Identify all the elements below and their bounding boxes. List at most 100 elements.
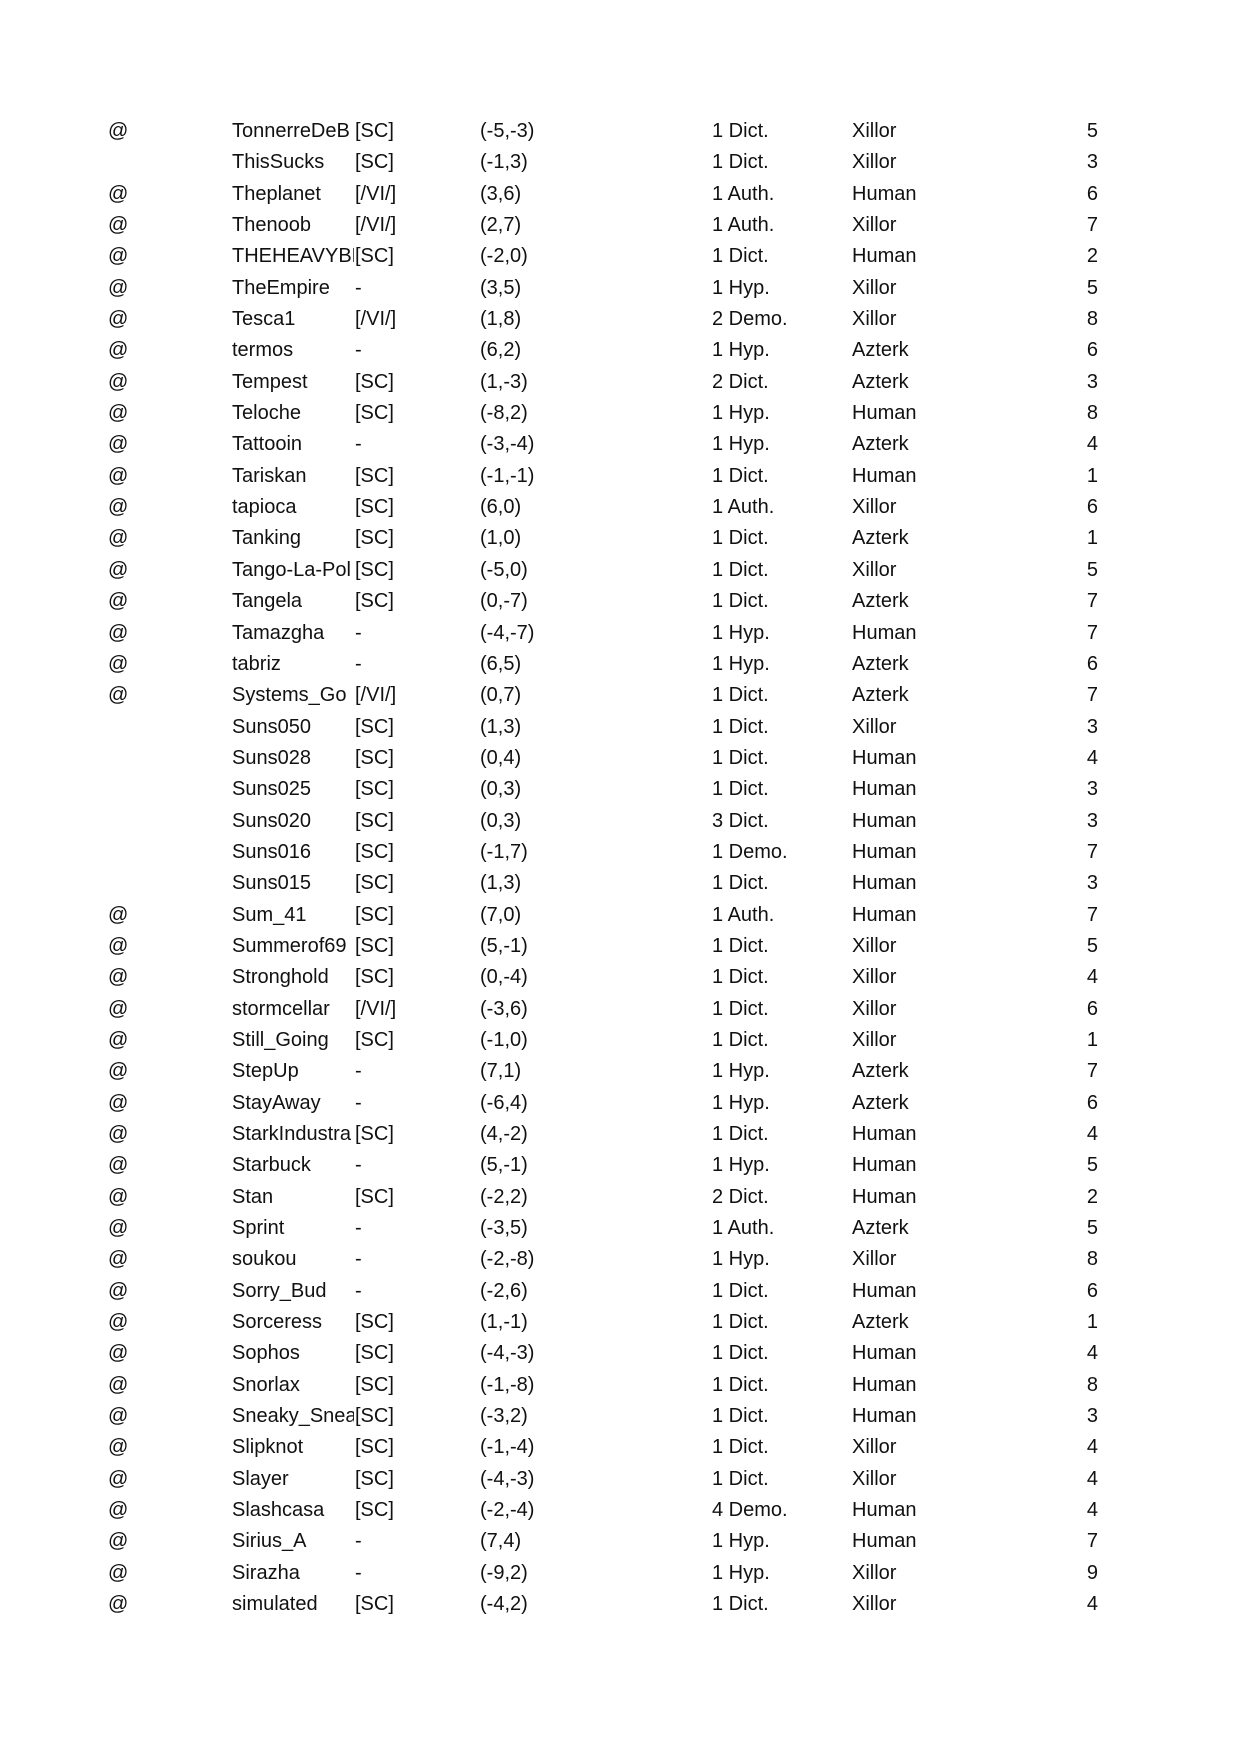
cell-count: 1 Hyp. (712, 652, 770, 675)
cell-mark: @ (108, 527, 129, 550)
cell-race: Human (852, 872, 917, 895)
table-row: @ Still_Going [SC] (-1,0) 1 Dict. Xillor 1 (0, 1025, 1241, 1056)
table-row: @ Tango-La-Pol [SC] (-5,0) 1 Dict. Xillor 5 (0, 555, 1241, 586)
table-row: @ Slashcasa [SC] (-2,-4) 4 Demo. Human 4 (0, 1495, 1241, 1526)
cell-coord: (-2,-8) (480, 1248, 535, 1271)
cell-name: Stan (232, 1185, 274, 1208)
cell-name: Slayer (232, 1467, 289, 1490)
cell-mark: @ (108, 903, 129, 926)
cell-count: 1 Dict. (712, 746, 769, 769)
cell-num: 7 (1086, 590, 1098, 613)
cell-coord: (-2,2) (480, 1185, 528, 1208)
cell-mark: @ (108, 1561, 129, 1584)
cell-mark: @ (108, 464, 129, 487)
cell-name: tapioca (232, 496, 297, 519)
cell-count: 1 Dict. (712, 558, 769, 581)
cell-tag: [SC] (355, 558, 394, 581)
cell-coord: (-5,0) (480, 558, 528, 581)
cell-tag: [SC] (355, 1593, 394, 1616)
cell-num: 8 (1086, 308, 1098, 331)
cell-coord: (1,3) (480, 715, 522, 738)
cell-num: 5 (1086, 120, 1098, 142)
cell-race: Human (852, 746, 917, 769)
cell-mark: @ (108, 370, 129, 393)
cell-coord: (-2,6) (480, 1279, 528, 1302)
table-row: @ Sum_41 [SC] (7,0) 1 Auth. Human 7 (0, 900, 1241, 931)
cell-name: Tattooin (232, 433, 303, 456)
cell-tag: [/VI/] (355, 684, 397, 707)
cell-count: 1 Auth. (712, 182, 775, 205)
table-row: @ Tangela [SC] (0,-7) 1 Dict. Azterk 7 (0, 586, 1241, 617)
cell-coord: (1,-1) (480, 1311, 528, 1334)
cell-mark: @ (108, 214, 129, 237)
cell-num: 4 (1086, 1467, 1098, 1490)
cell-count: 1 Dict. (712, 1593, 769, 1616)
cell-coord: (-6,4) (480, 1091, 528, 1114)
cell-coord: (4,-2) (480, 1123, 528, 1145)
cell-num: 6 (1086, 182, 1098, 205)
cell-coord: (-9,2) (480, 1561, 528, 1584)
cell-race: Xillor (852, 1248, 897, 1271)
table-row: Suns028 [SC] (0,4) 1 Dict. Human 4 (0, 743, 1241, 774)
cell-name: Sirazha (232, 1561, 300, 1584)
cell-num: 9 (1086, 1561, 1098, 1584)
cell-name: Snorlax (232, 1373, 300, 1396)
cell-tag: - (355, 1279, 362, 1302)
table-row: Suns025 [SC] (0,3) 1 Dict. Human 3 (0, 774, 1241, 805)
cell-mark: @ (108, 120, 129, 142)
cell-mark: @ (108, 1217, 129, 1240)
table-row: @ TheEmpire - (3,5) 1 Hyp. Xillor 5 (0, 273, 1241, 304)
cell-coord: (6,2) (480, 339, 522, 362)
cell-coord: (1,0) (480, 527, 522, 550)
cell-num: 8 (1086, 1373, 1098, 1396)
cell-tag: - (355, 1091, 362, 1114)
cell-race: Azterk (852, 1060, 909, 1083)
cell-mark: @ (108, 1154, 129, 1177)
cell-num: 4 (1086, 1436, 1098, 1459)
cell-coord: (0,-7) (480, 590, 528, 613)
cell-tag: - (355, 1530, 362, 1553)
cell-tag: - (355, 621, 362, 644)
table-row: @ StayAway - (-6,4) 1 Hyp. Azterk 6 (0, 1088, 1241, 1119)
cell-coord: (0,-4) (480, 966, 528, 989)
cell-coord: (-1,-1) (480, 464, 535, 487)
cell-coord: (0,4) (480, 746, 522, 769)
cell-tag: [SC] (355, 1436, 394, 1459)
cell-name: Tanking (232, 527, 301, 550)
cell-name: ThisSucks (232, 151, 325, 174)
cell-tag: [SC] (355, 402, 394, 425)
cell-race: Azterk (852, 1217, 909, 1240)
cell-race: Azterk (852, 527, 909, 550)
cell-coord: (7,1) (480, 1060, 522, 1083)
cell-count: 1 Hyp. (712, 1248, 770, 1271)
cell-name: Sirius_A (232, 1530, 307, 1553)
table-row: @ Tesca1 [/VI/] (1,8) 2 Demo. Xillor 8 (0, 304, 1241, 335)
cell-count: 1 Dict. (712, 966, 769, 989)
cell-count: 1 Dict. (712, 1467, 769, 1490)
cell-name: Still_Going (232, 1028, 329, 1051)
cell-tag: [/VI/] (355, 997, 397, 1020)
cell-race: Human (852, 182, 917, 205)
cell-tag: [SC] (355, 527, 394, 550)
cell-num: 7 (1086, 621, 1098, 644)
table-row: @ Systems_Go [/VI/] (0,7) 1 Dict. Azterk 7 (0, 680, 1241, 711)
cell-race: Human (852, 1185, 917, 1208)
cell-coord: (-3,5) (480, 1217, 528, 1240)
cell-name: simulated (232, 1593, 318, 1616)
cell-tag: [SC] (355, 840, 394, 863)
cell-count: 1 Hyp. (712, 433, 770, 456)
cell-count: 1 Dict. (712, 778, 769, 801)
cell-tag: - (355, 1060, 362, 1083)
cell-mark: @ (108, 1467, 129, 1490)
cell-race: Xillor (852, 1436, 897, 1459)
cell-mark: @ (108, 1185, 129, 1208)
cell-coord: (1,-3) (480, 370, 528, 393)
cell-race: Human (852, 402, 917, 425)
cell-count: 1 Dict. (712, 1373, 769, 1396)
table-row: @ TonnerreDeB [SC] (-5,-3) 1 Dict. Xillor 5 (0, 116, 1241, 147)
cell-name: TonnerreDeB (232, 120, 350, 142)
table-row: @ Starbuck - (5,-1) 1 Hyp. Human 5 (0, 1150, 1241, 1181)
table-row: @ tapioca [SC] (6,0) 1 Auth. Xillor 6 (0, 492, 1241, 523)
table-row: @ Teloche [SC] (-8,2) 1 Hyp. Human 8 (0, 398, 1241, 429)
cell-num: 4 (1086, 1593, 1098, 1616)
